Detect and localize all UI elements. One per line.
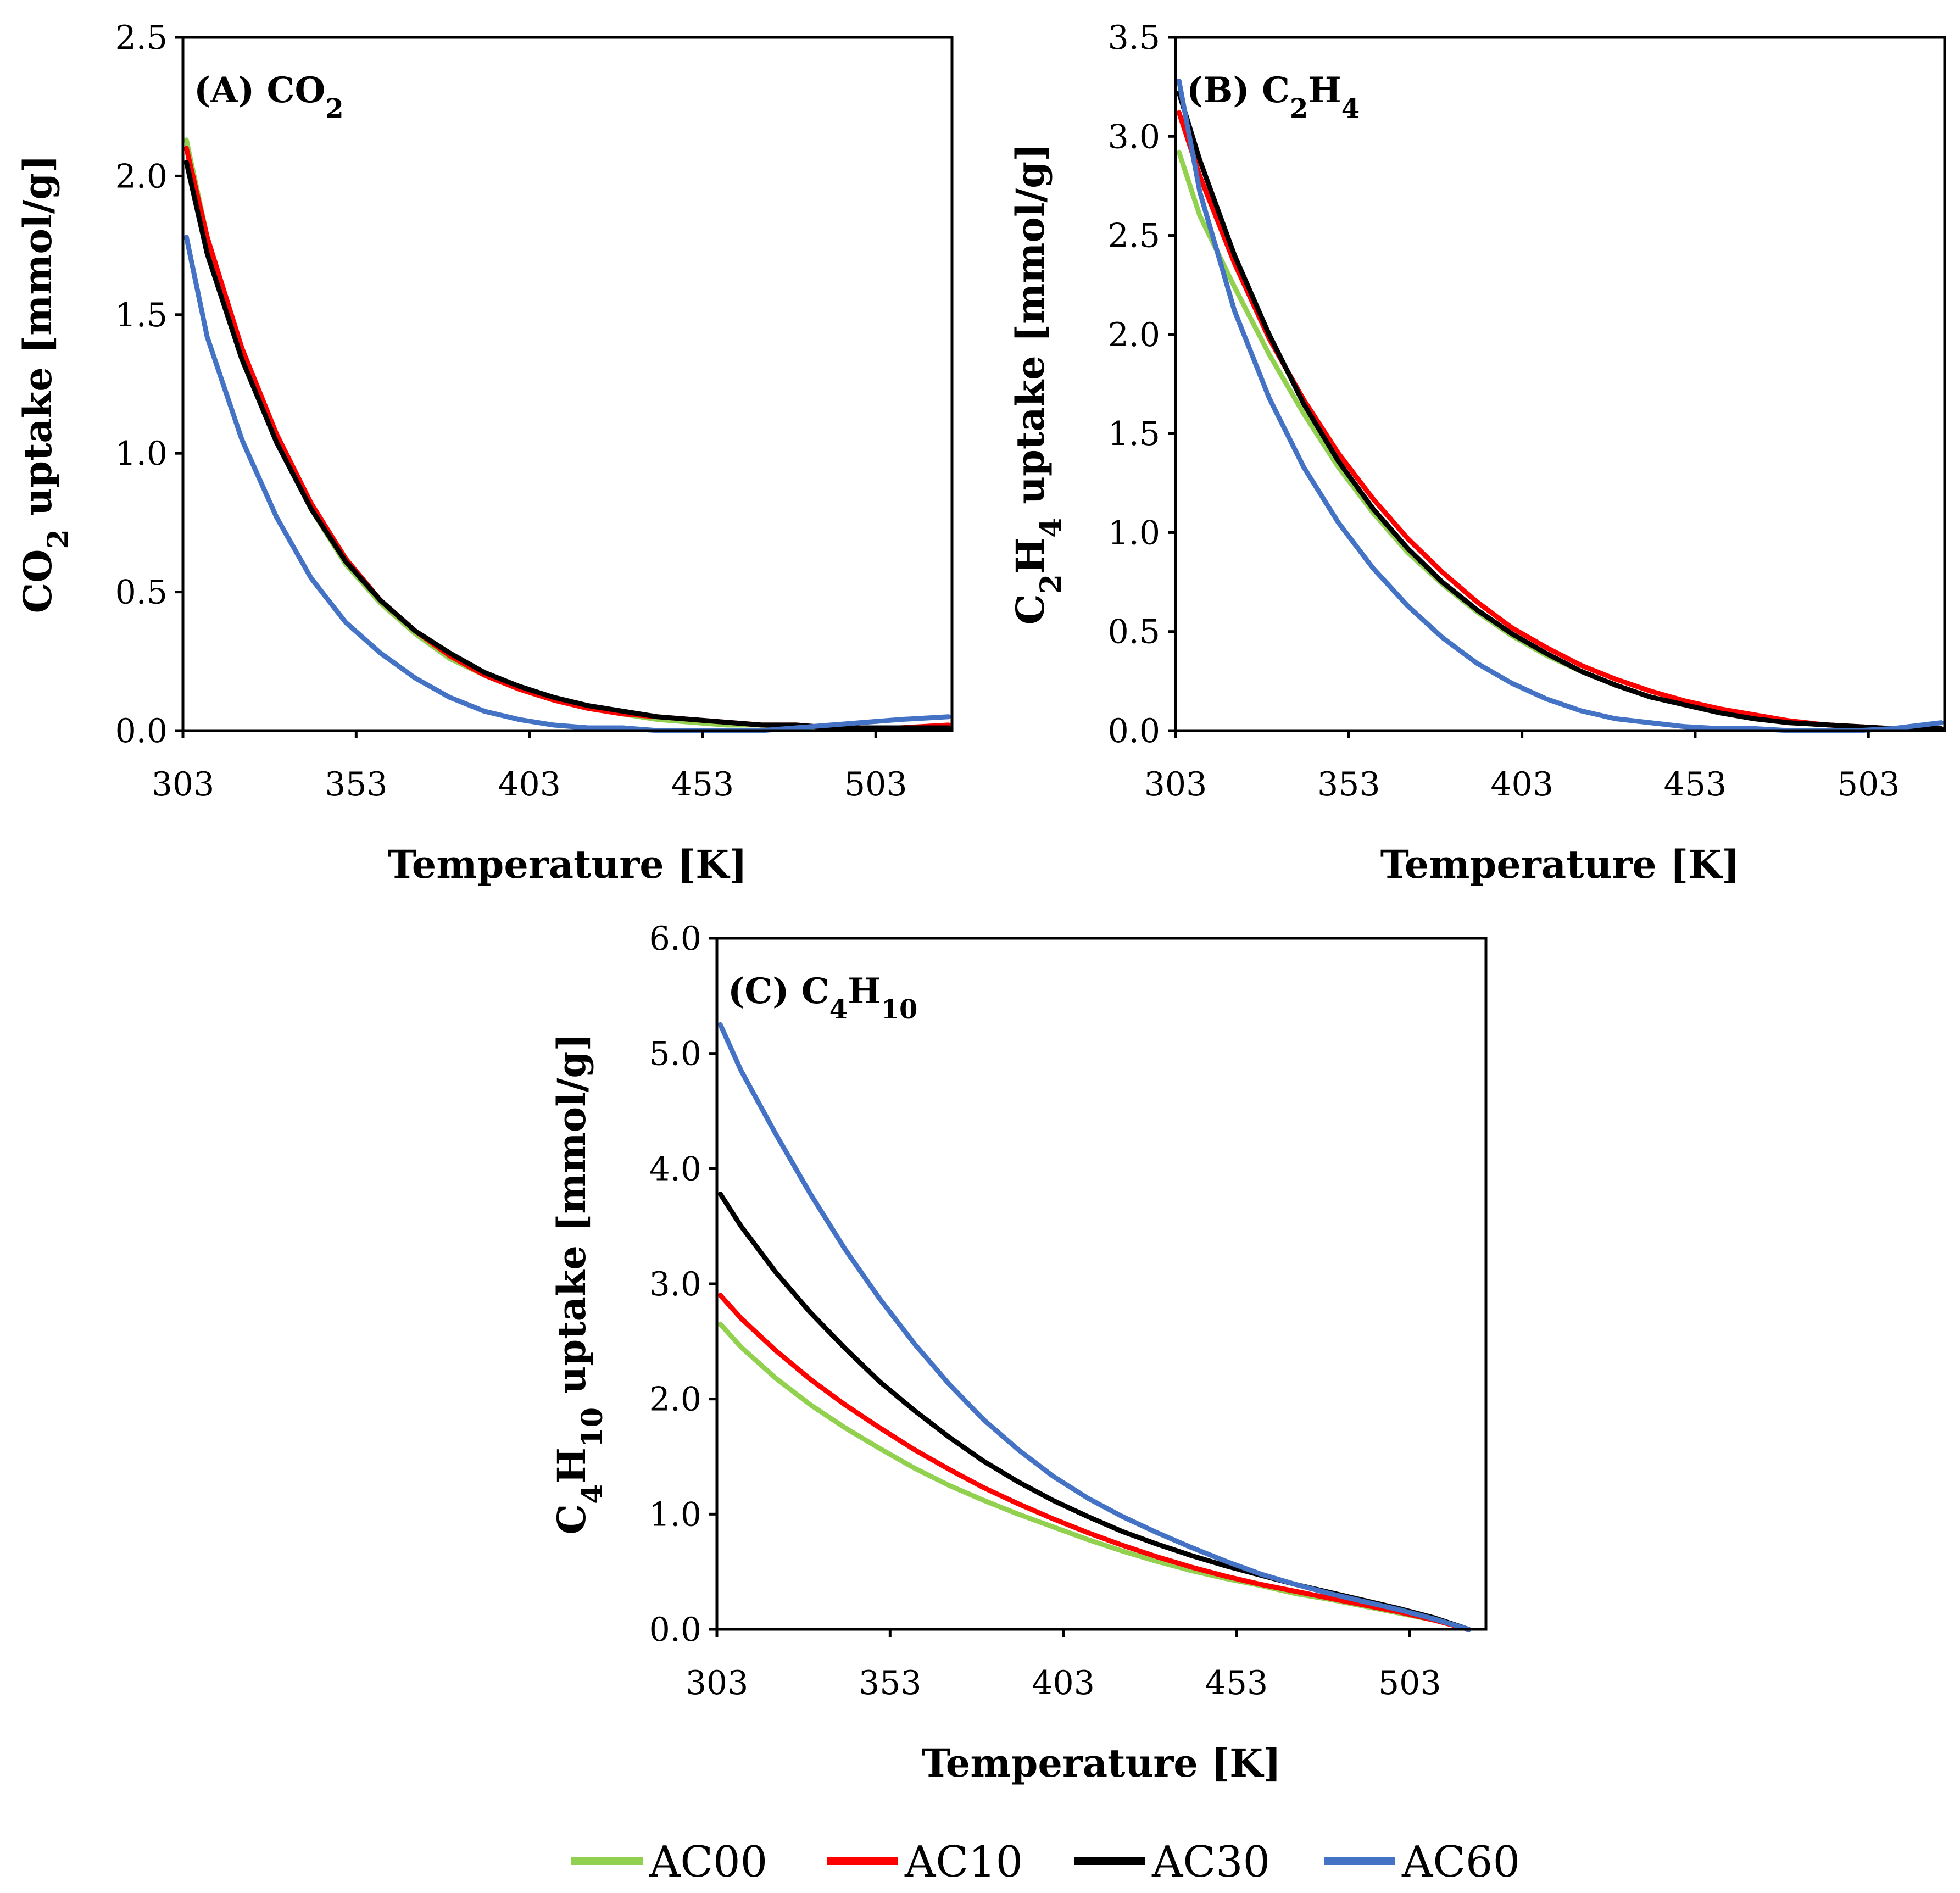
y-tick-label: 1.0	[1108, 514, 1160, 552]
y-tick-label: 0.5	[115, 574, 168, 612]
x-tick-label: 453	[1664, 765, 1727, 804]
legend-label: AC00	[649, 1838, 767, 1887]
rich-text-part: 4	[1034, 517, 1068, 538]
panel-a: 0.0 0.5 1.0 1.5 2.0 2.5 303 353 403 453 503 Tempera…	[15, 19, 954, 887]
legend-item-ac60: AC60	[1324, 1838, 1520, 1887]
series-line-ac10	[183, 146, 951, 731]
y-tick-label: 4.0	[649, 1150, 701, 1188]
y-tick-label: 0.0	[649, 1611, 701, 1649]
legend-item-ac30: AC30	[1074, 1838, 1270, 1887]
y-tick-label: 0.5	[1108, 613, 1160, 652]
series-line-ac60	[183, 235, 951, 733]
rich-text-part: 10	[576, 1407, 609, 1447]
y-axis-title: C4H10 uptake [mmol/g]	[549, 1033, 609, 1535]
y-tick-label: 1.5	[1108, 415, 1160, 453]
y-tick-label: 0.0	[115, 712, 168, 750]
y-axis-title: C2H4 uptake [mmol/g]	[1007, 143, 1068, 625]
y-tick-label: 2.0	[1108, 316, 1160, 354]
rich-text-part: 2	[1034, 574, 1068, 594]
x-axis-title: Temperature [K]	[388, 842, 747, 887]
x-tick-label: 303	[1144, 765, 1207, 804]
panel-title: (B) C2H4	[1187, 70, 1360, 124]
rich-text-part: 4	[576, 1484, 609, 1504]
rich-text-part: H	[1007, 538, 1053, 574]
x-axis-title: Temperature [K]	[922, 1740, 1281, 1786]
series-line-ac30	[717, 1192, 1471, 1632]
rich-text-part: 2	[42, 529, 75, 549]
y-tick-label: 1.0	[649, 1495, 701, 1534]
y-tick-label: 2.0	[649, 1380, 701, 1419]
y-tick-label: 6.0	[649, 920, 701, 958]
plot-frame	[715, 937, 1488, 1631]
x-tick-label: 353	[1317, 765, 1380, 804]
y-tick-label: 1.0	[115, 435, 168, 473]
y-tick-label: 0.0	[1108, 712, 1160, 750]
panel-b: 0.0 0.5 1.0 1.5 2.0 2.5 3.0 3.5 303 353 403 453 503 T…	[1007, 19, 1946, 887]
x-tick-label: 403	[1032, 1664, 1095, 1702]
legend-label: AC30	[1151, 1838, 1270, 1887]
series-line-ac30	[183, 159, 951, 731]
panel-title: (A) CO2	[194, 70, 344, 124]
rich-text-part: uptake [mmol/g]	[15, 155, 60, 529]
series-line-ac60	[1176, 78, 1944, 733]
x-tick-label: 403	[1490, 765, 1553, 804]
series-line-ac60	[717, 1022, 1471, 1632]
legend-item-ac10: AC10	[827, 1838, 1023, 1887]
legend: AC00 AC10 AC30 AC60	[571, 1838, 1520, 1887]
x-axis-title: Temperature [K]	[1380, 842, 1740, 887]
panel-title: (C) C4H10	[728, 971, 917, 1025]
legend-label: AC60	[1401, 1838, 1520, 1887]
y-tick-label: 2.5	[115, 19, 168, 57]
rich-text-part: H	[848, 971, 881, 1012]
rich-text-part: (B) C	[1187, 70, 1290, 111]
x-tick-label: 503	[1378, 1664, 1441, 1702]
y-tick-label: 1.5	[115, 296, 168, 335]
rich-text-part: 4	[1341, 93, 1360, 124]
y-tick-label: 3.0	[1108, 118, 1160, 156]
x-tick-label: 453	[1205, 1664, 1268, 1702]
series-line-ac00	[183, 137, 951, 731]
rich-text-part: H	[1308, 70, 1341, 111]
x-tick-label: 503	[844, 765, 907, 804]
y-tick-label: 3.5	[1108, 19, 1160, 57]
series-line-ac10	[1176, 110, 1944, 731]
y-tick-label: 2.0	[115, 157, 168, 196]
rich-text-part: 10	[881, 994, 918, 1025]
y-axis-title: CO2 uptake [mmol/g]	[15, 155, 75, 614]
legend-label: AC10	[904, 1838, 1023, 1887]
series-line-ac10	[717, 1293, 1471, 1632]
panel-c: 0.0 1.0 2.0 3.0 4.0 5.0 6.0 303 353 403 453 503 Temp…	[549, 920, 1488, 1786]
x-tick-label: 303	[152, 765, 215, 804]
series-line-ac30	[1176, 90, 1944, 731]
y-tick-label: 3.0	[649, 1265, 701, 1304]
rich-text-part: C	[549, 1504, 594, 1535]
rich-text-part: uptake [mmol/g]	[1007, 143, 1053, 517]
plot-frame	[181, 36, 954, 732]
x-tick-label: 403	[498, 765, 561, 804]
rich-text-part: 4	[829, 994, 848, 1025]
x-tick-label: 503	[1837, 765, 1900, 804]
rich-text-part: (A) CO	[194, 70, 325, 111]
plot-frame	[1174, 36, 1946, 732]
x-tick-label: 353	[859, 1664, 922, 1702]
rich-text-part: CO	[15, 549, 60, 614]
series-line-ac00	[1176, 149, 1944, 731]
legend-item-ac00: AC00	[571, 1838, 767, 1887]
y-tick-label: 5.0	[649, 1035, 701, 1073]
series-line-ac00	[717, 1321, 1471, 1632]
rich-text-part: uptake [mmol/g]	[549, 1033, 594, 1407]
rich-text-part: C	[1007, 594, 1053, 625]
rich-text-part: (C) C	[728, 971, 829, 1012]
x-tick-label: 453	[671, 765, 734, 804]
rich-text-part: H	[549, 1447, 594, 1484]
y-tick-label: 2.5	[1108, 217, 1160, 255]
x-tick-label: 303	[686, 1664, 749, 1702]
x-tick-label: 353	[325, 765, 388, 804]
rich-text-part: 2	[1290, 93, 1308, 124]
rich-text-part: 2	[325, 93, 343, 124]
